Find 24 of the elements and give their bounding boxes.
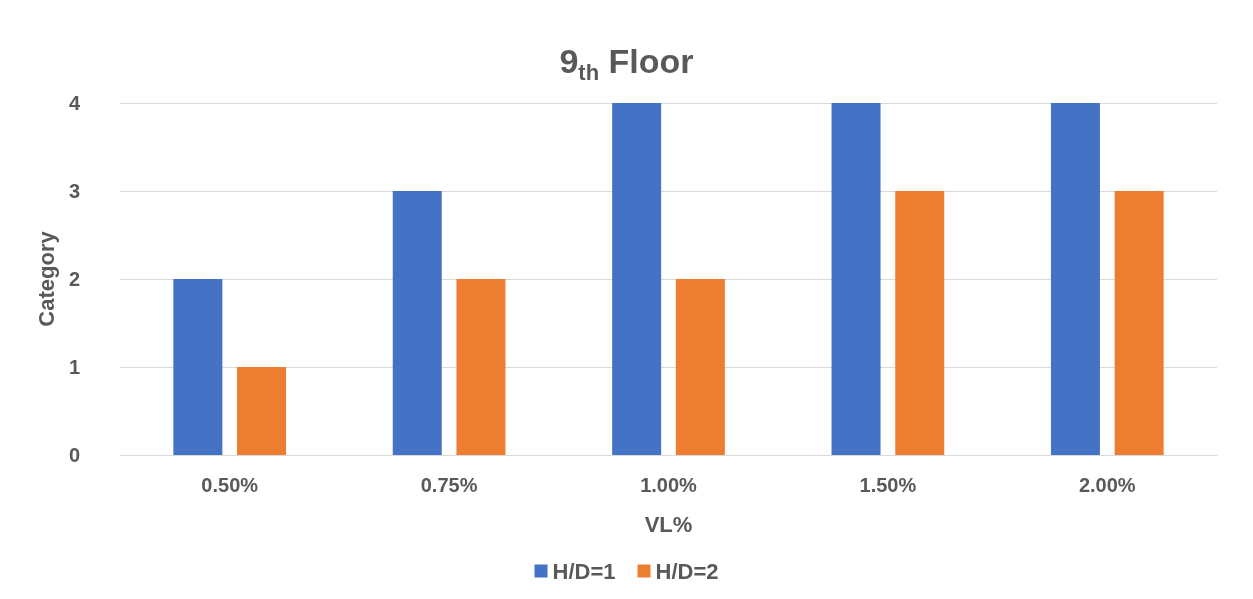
y-tick-label: 4: [68, 92, 81, 114]
bar: [612, 103, 662, 455]
legend-label: H/D=2: [655, 558, 719, 584]
x-tick-label: 1.00%: [640, 474, 698, 496]
bar: [1050, 103, 1100, 455]
legend-label: H/D=1: [552, 558, 616, 584]
bar: [456, 279, 506, 455]
y-tick-label: 1: [68, 356, 80, 378]
bar: [675, 279, 725, 455]
bar: [1114, 191, 1164, 455]
x-tick-label: 0.75%: [420, 474, 478, 496]
x-tick-label: 1.50%: [859, 474, 917, 496]
x-tick-label: 2.00%: [1078, 474, 1136, 496]
x-tick-label: 0.50%: [201, 474, 259, 496]
y-tick-label: 0: [68, 444, 80, 466]
bar: [392, 191, 442, 455]
bar: [173, 279, 223, 455]
x-axis-title: VL%: [644, 511, 693, 537]
y-tick-label: 3: [68, 180, 80, 202]
bar: [237, 367, 287, 455]
bar: [895, 191, 945, 455]
y-axis-title: Category: [34, 230, 60, 327]
bar: [831, 103, 881, 455]
y-tick-label: 2: [68, 268, 80, 290]
